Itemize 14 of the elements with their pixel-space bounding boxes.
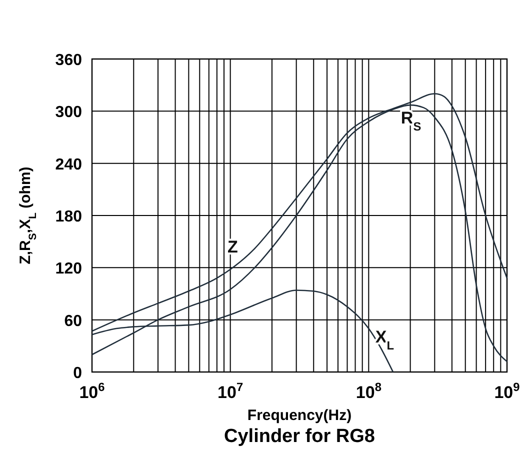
- x-tick-label: 10$^{9}$: [494, 380, 520, 402]
- y-tick-label: 240: [55, 156, 82, 174]
- text: Cylinder for RG8: [224, 426, 375, 447]
- y-tick-label: 0: [73, 365, 82, 382]
- y-tick-label: 360: [55, 52, 82, 69]
- y-tick-label: 120: [55, 260, 82, 278]
- series-label: X$_{L}$: [375, 328, 394, 353]
- y-tick-label: 180: [55, 208, 82, 226]
- x-tick-label: 10$^{6}$: [79, 380, 106, 402]
- y-tick-label: 300: [55, 104, 82, 122]
- y-tick-label: 60: [64, 312, 82, 330]
- x-axis-title: Frequency(Hz): [247, 407, 352, 424]
- x-tick-label: 10$^{7}$: [218, 380, 244, 402]
- x-tick-label: 10$^{8}$: [356, 380, 382, 402]
